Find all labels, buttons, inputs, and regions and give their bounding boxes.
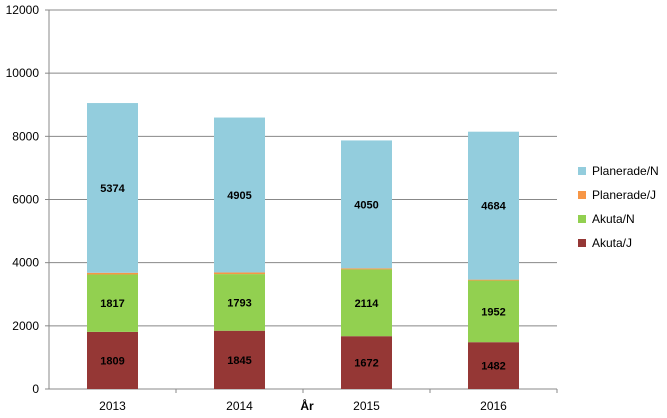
x-tick-label: 2016	[480, 399, 507, 413]
bars: 1809181754537418451793524905167221143440…	[87, 103, 519, 389]
bar-segment	[468, 342, 519, 389]
y-tick-label: 4000	[12, 256, 39, 270]
data-label: 4684	[481, 201, 506, 213]
x-axis-label: År	[300, 398, 314, 413]
bar-segment	[468, 279, 519, 281]
legend-label: Akuta/J	[592, 236, 632, 250]
bar-segment	[214, 274, 265, 331]
bar-segment	[341, 336, 392, 389]
data-label: 1952	[481, 306, 505, 318]
bar-segment	[214, 330, 265, 389]
y-tick-label: 2000	[12, 319, 39, 333]
bar-segment	[214, 272, 265, 275]
legend-swatch	[578, 167, 586, 175]
data-label: 1817	[100, 298, 124, 310]
bar-segment	[468, 280, 519, 343]
legend-label: Akuta/N	[592, 212, 635, 226]
data-label: 4905	[227, 190, 251, 202]
x-axis-ticks: 2013 2014 2015 2016	[99, 389, 558, 413]
data-label: 4050	[354, 199, 378, 211]
y-axis-ticks: 0 2000 4000 6000 8000 10000 12000	[6, 3, 49, 396]
data-label: 1845	[227, 355, 251, 367]
x-tick-label: 2015	[353, 399, 380, 413]
bar-segment	[341, 140, 392, 269]
bar-segment	[87, 274, 138, 332]
legend-label: Planerade/N	[592, 164, 659, 178]
bar-segment	[341, 268, 392, 270]
y-tick-label: 6000	[12, 193, 39, 207]
bar-segment	[87, 331, 138, 389]
legend-swatch	[578, 191, 586, 199]
bar-segment	[341, 269, 392, 337]
legend: Planerade/N Planerade/J Akuta/N Akuta/J	[578, 164, 659, 250]
bar-segment	[87, 272, 138, 275]
x-tick-label: 2013	[99, 399, 126, 413]
bar-segment	[468, 131, 519, 280]
data-label: 2114	[355, 298, 380, 310]
bar-segment	[87, 103, 138, 273]
data-label: 1793	[227, 297, 251, 309]
y-tick-label: 10000	[6, 66, 40, 80]
data-label: 1672	[354, 358, 378, 370]
x-tick-label: 2014	[226, 399, 253, 413]
y-tick-label: 12000	[6, 3, 40, 17]
legend-swatch	[578, 239, 586, 247]
y-tick-label: 0	[32, 382, 39, 396]
bar-segment	[214, 117, 265, 273]
data-label: 1482	[481, 361, 505, 373]
legend-swatch	[578, 215, 586, 223]
data-label: 1809	[100, 355, 124, 367]
data-label: 5374	[100, 183, 125, 195]
legend-label: Planerade/J	[592, 188, 656, 202]
y-tick-label: 8000	[12, 129, 39, 143]
